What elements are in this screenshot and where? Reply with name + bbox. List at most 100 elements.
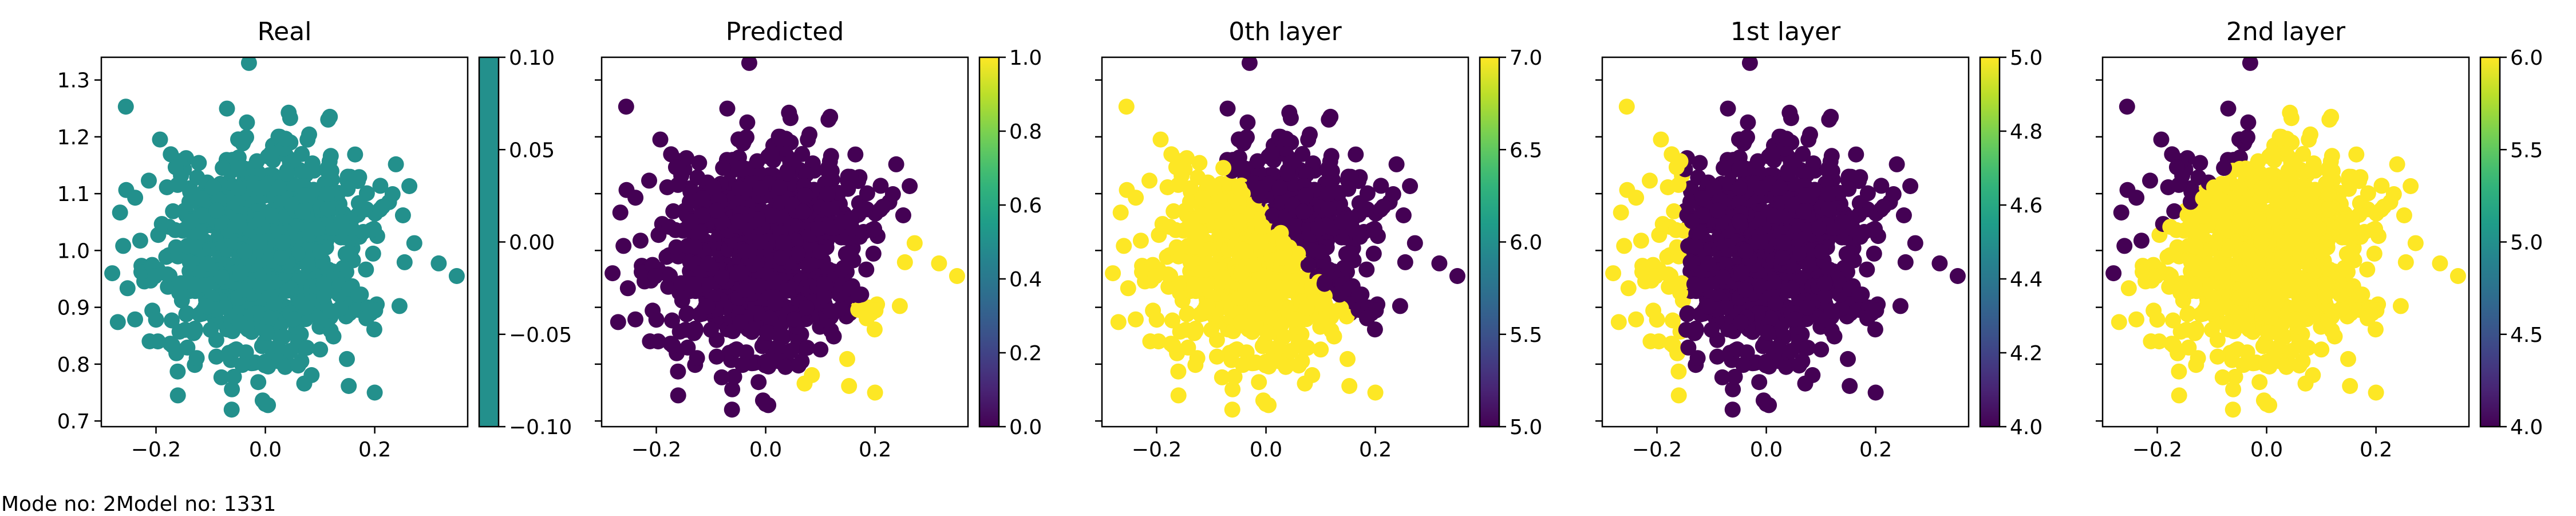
scatter-point bbox=[773, 249, 790, 266]
scatter-point bbox=[299, 257, 316, 273]
scatter-point bbox=[347, 146, 364, 163]
scatter-point bbox=[1838, 246, 1855, 262]
scatter-point bbox=[1298, 300, 1315, 316]
scatter-point bbox=[1231, 213, 1247, 230]
scatter-point bbox=[296, 375, 313, 392]
scatter-point bbox=[148, 312, 164, 328]
colorbar-tick-label: 0.05 bbox=[509, 139, 555, 162]
scatter-point bbox=[698, 277, 714, 293]
scatter-point bbox=[779, 165, 796, 182]
scatter-point bbox=[264, 207, 280, 224]
scatter-point bbox=[1647, 268, 1664, 285]
scatter-point bbox=[231, 180, 247, 196]
scatter-point bbox=[333, 214, 350, 230]
scatter-point bbox=[2182, 194, 2199, 210]
scatter-point bbox=[1313, 341, 1329, 358]
scatter-point bbox=[1610, 314, 1627, 330]
scatter-point bbox=[1274, 249, 1290, 266]
scatter-point bbox=[290, 357, 306, 374]
scatter-point bbox=[2165, 312, 2181, 329]
scatter-point bbox=[1224, 401, 1240, 418]
scatter-point bbox=[223, 401, 240, 418]
scatter-point bbox=[1665, 337, 1682, 354]
scatter-point bbox=[1664, 146, 1680, 163]
scatter-point bbox=[187, 239, 203, 255]
scatter-point bbox=[1682, 194, 1698, 210]
scatter-point bbox=[2367, 220, 2384, 237]
scatter-point bbox=[1605, 265, 1622, 282]
scatter-point bbox=[1670, 363, 1687, 380]
colorbar-tick-label: 0.00 bbox=[509, 231, 555, 255]
scatter-point bbox=[322, 108, 338, 125]
scatter-point bbox=[687, 239, 704, 255]
scatter-point bbox=[1670, 176, 1687, 193]
colorbar-tick-label: 6.5 bbox=[1510, 139, 1542, 162]
scatter-point bbox=[1902, 178, 1919, 194]
scatter-point bbox=[1684, 213, 1700, 230]
scatter-point bbox=[1165, 337, 1182, 354]
scatter-point bbox=[1338, 246, 1354, 262]
scatter-point bbox=[406, 235, 422, 251]
x-tick-label: 0.0 bbox=[1250, 438, 1282, 462]
scatter-point bbox=[1709, 202, 1726, 219]
scatter-point bbox=[260, 359, 276, 375]
scatter-point bbox=[188, 350, 205, 367]
scatter-point bbox=[670, 387, 686, 404]
scatter-point bbox=[2166, 337, 2182, 354]
scatter-point bbox=[839, 350, 855, 367]
scatter-point bbox=[1261, 359, 1277, 375]
scatter-point bbox=[1628, 190, 1645, 206]
scatter-point bbox=[1751, 278, 1767, 294]
scatter-point bbox=[1875, 198, 1892, 215]
scatter-point bbox=[1668, 222, 1685, 238]
scatter-point bbox=[1897, 254, 1914, 270]
y-tick-label: 1.2 bbox=[57, 126, 90, 149]
scatter-point bbox=[2153, 131, 2170, 148]
scatter-point bbox=[1895, 207, 1912, 223]
scatter-point bbox=[2133, 233, 2150, 249]
scatter-point bbox=[2320, 186, 2337, 202]
panel-3: 1st layer −0.2 0.0 0.2 4.0 4.2 4.4 4.6 4.8 5.0 bbox=[1595, 17, 2042, 462]
scatter-point bbox=[2280, 165, 2297, 182]
scatter-point bbox=[286, 311, 302, 328]
colorbar-tick-label: 4.5 bbox=[2510, 324, 2543, 347]
scatter-point bbox=[1203, 321, 1219, 338]
scatter-point bbox=[1737, 243, 1754, 259]
scatter-point bbox=[667, 159, 684, 175]
scatter-point bbox=[271, 179, 287, 196]
x-tick-label: −0.2 bbox=[2132, 438, 2182, 462]
scatter-point bbox=[858, 261, 875, 278]
scatter-point bbox=[1235, 357, 1251, 373]
scatter-point bbox=[1270, 338, 1287, 355]
scatter-point bbox=[2168, 222, 2185, 238]
scatter-point bbox=[1160, 266, 1176, 283]
scatter-point bbox=[1112, 204, 1129, 221]
scatter-point bbox=[1449, 268, 1465, 284]
scatter-point bbox=[1888, 156, 1905, 172]
scatter-point bbox=[181, 194, 197, 210]
scatter-point bbox=[226, 368, 242, 385]
scatter-point bbox=[1141, 172, 1157, 189]
axes-frame bbox=[1101, 56, 1469, 428]
scatter-point bbox=[1762, 310, 1779, 326]
scatter-point bbox=[1907, 235, 1923, 251]
scatter-point bbox=[319, 160, 336, 176]
scatter-point bbox=[1198, 277, 1215, 293]
scatter-point bbox=[1320, 200, 1337, 217]
scatter-point bbox=[2234, 265, 2250, 281]
scatter-point bbox=[1219, 100, 1236, 117]
scatter-point bbox=[779, 282, 796, 299]
scatter-point bbox=[770, 338, 787, 355]
scatter-point bbox=[236, 243, 253, 259]
scatter-point bbox=[1724, 401, 1741, 418]
scatter-point bbox=[1613, 204, 1629, 221]
scatter-point bbox=[1753, 180, 1769, 197]
scatter-point bbox=[127, 311, 143, 328]
scatter-point bbox=[691, 155, 708, 171]
scatter-point bbox=[615, 238, 632, 254]
scatter-point bbox=[1359, 310, 1375, 326]
scatter-point bbox=[167, 159, 184, 175]
scatter-point bbox=[2116, 238, 2133, 254]
scatter-point bbox=[2253, 180, 2270, 197]
scatter-point bbox=[127, 190, 144, 206]
